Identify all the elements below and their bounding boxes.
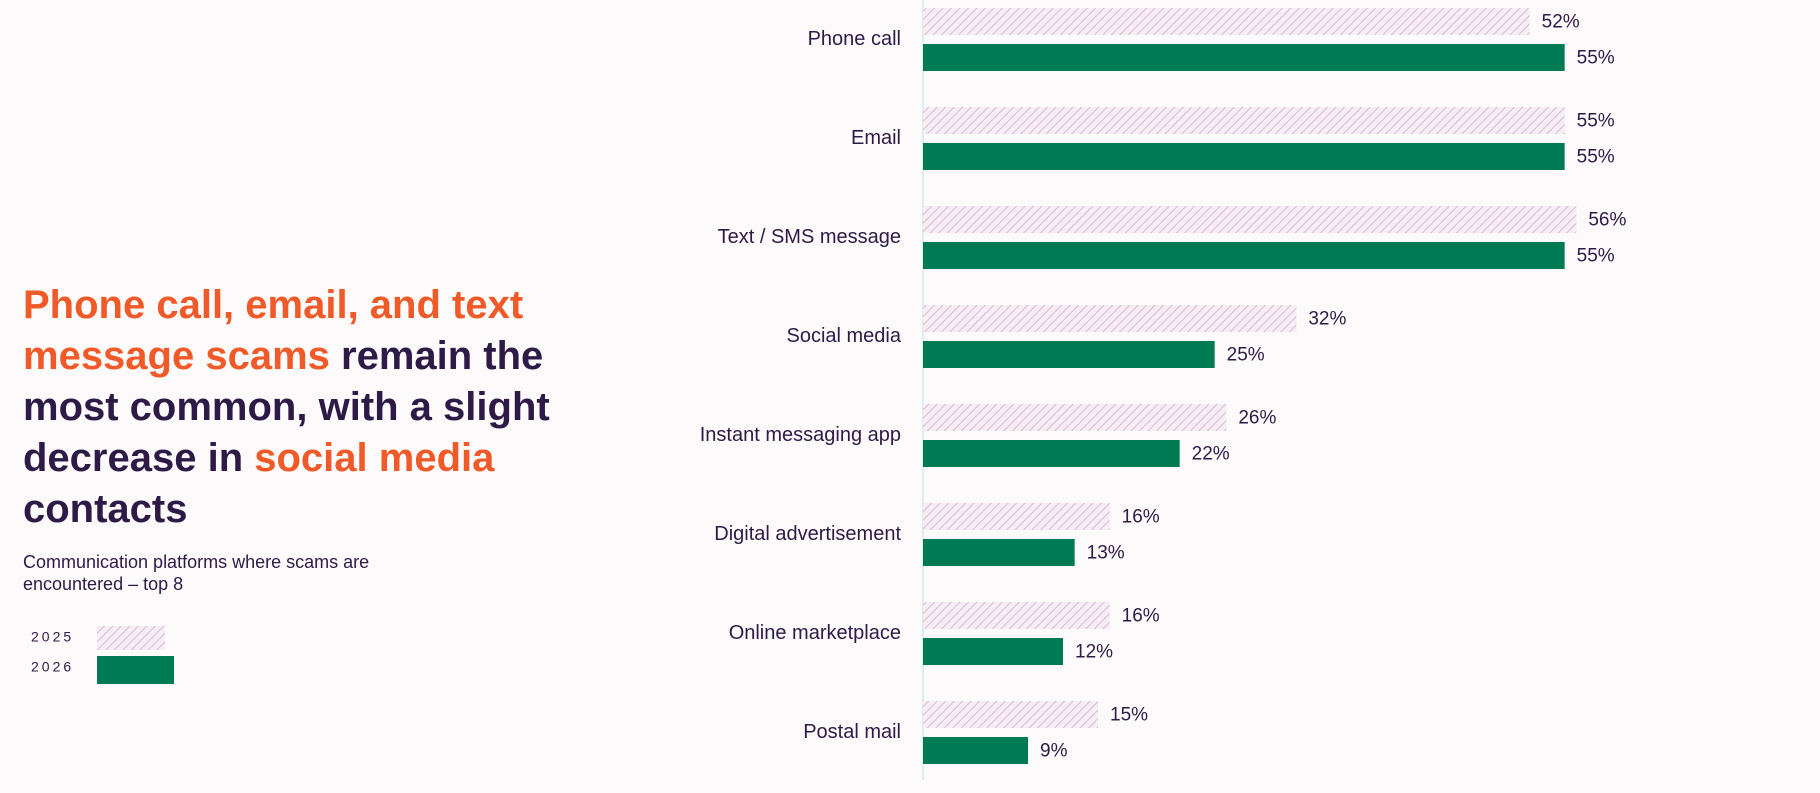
bar xyxy=(923,8,1530,35)
value-label: 9% xyxy=(1040,741,1068,762)
bar xyxy=(923,701,1098,728)
value-label: 25% xyxy=(1227,345,1265,366)
category-label: Instant messaging app xyxy=(700,424,901,446)
bar xyxy=(923,305,1297,332)
value-label: 22% xyxy=(1192,444,1230,465)
title-segment: remain the most common, with a slight de… xyxy=(23,334,550,480)
bar xyxy=(923,602,1110,629)
bar xyxy=(923,143,1565,170)
category-label: Email xyxy=(851,127,901,149)
value-label: 55% xyxy=(1577,111,1615,132)
value-label: 52% xyxy=(1542,12,1580,33)
category-label: Postal mail xyxy=(803,721,901,743)
value-label: 55% xyxy=(1577,147,1615,168)
value-label: 56% xyxy=(1588,210,1626,231)
legend-label: 2026 xyxy=(31,659,74,675)
category-label: Phone call xyxy=(808,28,901,50)
bar xyxy=(923,404,1227,431)
chart-subtitle: Communication platforms where scams are … xyxy=(23,552,370,594)
title-segment: contacts xyxy=(23,487,188,531)
value-label: 12% xyxy=(1075,642,1113,663)
legend-swatch xyxy=(97,626,165,650)
category-label: Social media xyxy=(786,325,901,347)
legend-label: 2025 xyxy=(31,629,74,645)
value-label: 26% xyxy=(1238,408,1276,429)
value-label: 32% xyxy=(1308,309,1346,330)
bar xyxy=(923,107,1565,134)
title-segment: social media xyxy=(254,436,495,480)
value-label: 16% xyxy=(1122,606,1160,627)
bar xyxy=(923,539,1075,566)
bar xyxy=(923,242,1565,269)
title-segment: Phone call, email, and text message scam… xyxy=(23,283,524,378)
bar xyxy=(923,206,1577,233)
legend-swatch xyxy=(97,656,174,684)
bar xyxy=(923,341,1215,368)
chart-title: Phone call, email, and text message scam… xyxy=(23,280,623,535)
category-label: Digital advertisement xyxy=(714,523,901,545)
bar xyxy=(923,638,1063,665)
bar xyxy=(923,737,1028,764)
value-label: 55% xyxy=(1577,48,1615,69)
value-label: 16% xyxy=(1122,507,1160,528)
bar xyxy=(923,503,1110,530)
bar xyxy=(923,44,1565,71)
value-label: 13% xyxy=(1087,543,1125,564)
category-label: Text / SMS message xyxy=(718,226,901,248)
value-label: 55% xyxy=(1577,246,1615,267)
bar xyxy=(923,440,1180,467)
category-label: Online marketplace xyxy=(729,622,901,644)
value-label: 15% xyxy=(1110,705,1148,726)
